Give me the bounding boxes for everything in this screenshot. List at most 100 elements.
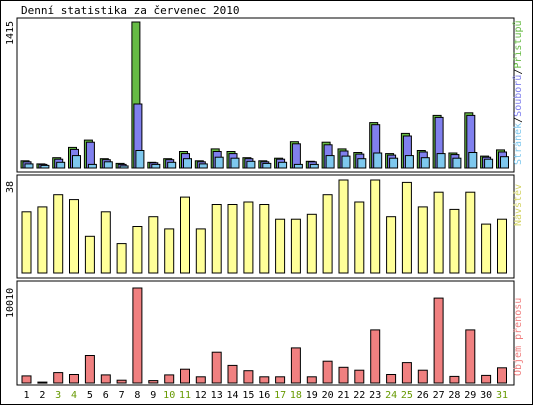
legend-objem: Objem přenosu bbox=[512, 298, 524, 376]
bar-navstev-5 bbox=[84, 235, 95, 274]
bar-navstev-9 bbox=[148, 216, 159, 274]
bar-objem-21 bbox=[338, 366, 349, 384]
bar-navstev-27 bbox=[433, 191, 444, 274]
bar-objem-1 bbox=[21, 375, 32, 384]
bar-navstev-14 bbox=[227, 204, 238, 274]
bar-navstev-12 bbox=[195, 228, 206, 274]
x-tick-12: 12 bbox=[195, 390, 207, 401]
bar-navstev-8 bbox=[132, 226, 143, 274]
bar-objem-30 bbox=[481, 374, 492, 384]
bar-objem-27 bbox=[433, 297, 444, 384]
bar-objem-6 bbox=[100, 374, 111, 384]
bar-stranek-13 bbox=[214, 156, 224, 169]
bar-stranek-25 bbox=[404, 155, 414, 169]
bar-stranek-30 bbox=[484, 158, 494, 169]
x-tick-30: 30 bbox=[480, 390, 492, 401]
bar-objem-2 bbox=[37, 381, 48, 384]
bar-navstev-13 bbox=[211, 204, 222, 274]
bar-stranek-21 bbox=[341, 155, 351, 169]
visits-legend: Návštěv bbox=[512, 184, 524, 226]
x-tick-15: 15 bbox=[242, 390, 254, 401]
bar-stranek-27 bbox=[436, 153, 446, 169]
legend-stranek: Stránek bbox=[512, 123, 524, 165]
bar-navstev-3 bbox=[53, 194, 64, 274]
x-tick-18: 18 bbox=[290, 390, 302, 401]
x-tick-2: 2 bbox=[39, 390, 45, 401]
bar-navstev-28 bbox=[449, 208, 460, 274]
legend-sep-2: / bbox=[513, 69, 524, 75]
x-tick-5: 5 bbox=[87, 390, 93, 401]
bar-stranek-24 bbox=[389, 157, 399, 169]
bar-objem-23 bbox=[370, 329, 381, 384]
bar-objem-29 bbox=[465, 329, 476, 384]
bar-navstev-2 bbox=[37, 206, 48, 274]
x-tick-21: 21 bbox=[337, 390, 349, 401]
bar-navstev-7 bbox=[116, 243, 127, 274]
x-tick-10: 10 bbox=[163, 390, 175, 401]
bar-navstev-4 bbox=[69, 199, 79, 274]
x-tick-27: 27 bbox=[433, 390, 445, 401]
x-tick-29: 29 bbox=[464, 390, 476, 401]
x-tick-labels: 1 2 3 4 5 6 7 8 9 10 11 12 13 14 15 16 17 18 19 20 21 22 23 24 2… bbox=[23, 390, 508, 401]
bar-navstev-29 bbox=[465, 191, 476, 274]
x-tick-28: 28 bbox=[448, 390, 460, 401]
bar-navstev-10 bbox=[164, 228, 175, 274]
bar-stranek-16 bbox=[262, 162, 272, 169]
bar-objem-17 bbox=[275, 376, 286, 384]
x-tick-7: 7 bbox=[119, 390, 125, 401]
bar-objem-25 bbox=[401, 362, 412, 384]
legend-sep-1: / bbox=[513, 117, 524, 123]
bar-objem-5 bbox=[84, 355, 95, 384]
visits-ymax-label: 38 bbox=[5, 181, 16, 193]
x-tick-11: 11 bbox=[179, 390, 191, 401]
bar-stranek-22 bbox=[357, 158, 367, 169]
bar-objem-7 bbox=[116, 379, 127, 384]
x-tick-19: 19 bbox=[306, 390, 318, 401]
bar-stranek-4 bbox=[72, 155, 81, 169]
bar-objem-4 bbox=[69, 374, 79, 384]
bar-navstev-23 bbox=[370, 179, 381, 274]
x-tick-17: 17 bbox=[274, 390, 286, 401]
bar-stranek-17 bbox=[278, 161, 288, 169]
bar-objem-22 bbox=[354, 369, 365, 384]
bar-stranek-23 bbox=[373, 152, 383, 169]
bar-objem-20 bbox=[322, 360, 333, 384]
bar-stranek-19 bbox=[309, 163, 319, 169]
bar-objem-11 bbox=[180, 368, 190, 384]
bar-navstev-30 bbox=[481, 223, 492, 274]
bar-navstev-31 bbox=[497, 218, 507, 274]
bar-objem-18 bbox=[290, 347, 301, 384]
chart-title: Denní statistika za červenec 2010 bbox=[21, 4, 240, 17]
panel-volume-frame bbox=[16, 280, 515, 386]
bar-stranek-7 bbox=[119, 165, 129, 169]
bar-stranek-18 bbox=[293, 163, 303, 169]
x-tick-26: 26 bbox=[417, 390, 429, 401]
bar-stranek-11 bbox=[183, 158, 192, 169]
bar-navstev-18 bbox=[290, 218, 301, 274]
bar-navstev-19 bbox=[306, 213, 317, 274]
legend-souboru: Souborů bbox=[512, 75, 524, 117]
bar-objem-15 bbox=[243, 370, 254, 384]
x-tick-13: 13 bbox=[211, 390, 223, 401]
bar-stranek-1 bbox=[24, 163, 34, 169]
bar-navstev-15 bbox=[243, 201, 254, 274]
volume-legend: Objem přenosu bbox=[512, 298, 524, 376]
bar-objem-14 bbox=[227, 364, 238, 384]
bar-stranek-29 bbox=[468, 152, 478, 169]
x-tick-9: 9 bbox=[150, 390, 156, 401]
bar-navstev-24 bbox=[386, 216, 397, 274]
panel-access-frame bbox=[16, 17, 515, 173]
bar-navstev-1 bbox=[21, 211, 32, 274]
x-tick-25: 25 bbox=[401, 390, 413, 401]
x-tick-6: 6 bbox=[103, 390, 109, 401]
volume-ymax-label: 10010 bbox=[5, 288, 16, 318]
bar-navstev-17 bbox=[275, 218, 286, 274]
x-tick-8: 8 bbox=[134, 390, 140, 401]
x-tick-16: 16 bbox=[258, 390, 270, 401]
bar-stranek-12 bbox=[198, 163, 208, 169]
bar-stranek-20 bbox=[325, 155, 335, 169]
bar-navstev-20 bbox=[322, 194, 333, 274]
bar-objem-9 bbox=[148, 380, 159, 384]
